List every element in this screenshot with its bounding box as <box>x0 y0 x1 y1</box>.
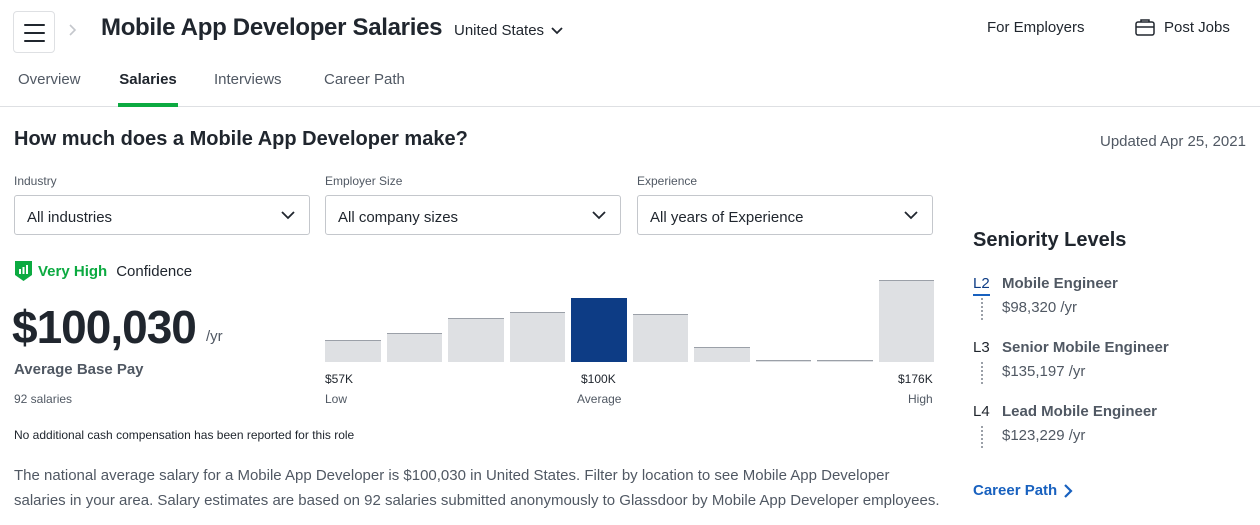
level-pay: $123,229 /yr <box>1002 427 1086 444</box>
histogram-bar-average <box>571 298 627 362</box>
location-selector[interactable]: United States <box>454 22 564 39</box>
select-value: All company sizes <box>338 209 459 226</box>
level-connector <box>981 426 983 448</box>
histogram-bar <box>509 312 565 362</box>
tick-high-caption: High <box>908 392 933 406</box>
pay-unit: /yr <box>206 328 223 345</box>
tab-career-path[interactable]: Career Path <box>324 71 405 88</box>
select-value: All years of Experience <box>650 209 804 226</box>
level-name: Mobile Engineer <box>1002 275 1118 292</box>
page-header: Mobile App Developer Salaries United Sta… <box>0 0 1260 107</box>
tab-interviews[interactable]: Interviews <box>214 71 282 88</box>
experience-filter: Experience All years of Experience <box>637 174 933 235</box>
histogram-bar <box>694 347 750 362</box>
career-path-label: Career Path <box>973 482 1058 499</box>
histogram-bar <box>386 333 442 362</box>
briefcase-icon <box>1135 19 1155 36</box>
tick-low-value: $57K <box>325 372 354 386</box>
level-pay: $135,197 /yr <box>1002 363 1086 380</box>
confidence-word: Confidence <box>116 262 193 280</box>
level-code[interactable]: L4 <box>973 403 990 420</box>
chevron-down-icon <box>551 26 563 34</box>
career-path-link[interactable]: Career Path <box>973 482 1073 499</box>
average-pay-label: Average Base Pay <box>14 361 144 378</box>
confidence-level: Very High <box>38 262 108 280</box>
page-title: Mobile App Developer Salaries <box>101 14 443 41</box>
chevron-right-icon <box>1064 483 1073 498</box>
employer-size-filter: Employer Size All company sizes <box>325 174 621 235</box>
tab-salaries[interactable]: Salaries <box>118 68 178 107</box>
shield-chart-icon <box>15 261 32 281</box>
level-code[interactable]: L2 <box>973 275 990 296</box>
chevron-down-icon <box>281 211 295 220</box>
salary-count: 92 salaries <box>14 392 73 406</box>
confidence-indicator: Very High Confidence <box>14 260 192 282</box>
average-pay-amount: $100,030 <box>12 301 197 353</box>
section-heading: How much does a Mobile App Developer mak… <box>14 128 468 150</box>
no-cash-note: No additional cash compensation has been… <box>14 428 355 442</box>
tab-salaries-label: Salaries <box>119 71 177 88</box>
level-connector <box>981 298 983 320</box>
post-jobs-link[interactable]: Post Jobs <box>1134 17 1230 37</box>
tick-average-caption: Average <box>577 392 622 406</box>
level-name: Senior Mobile Engineer <box>1002 339 1169 356</box>
hamburger-icon <box>24 24 45 26</box>
experience-select[interactable]: All years of Experience <box>637 195 933 235</box>
chevron-down-icon <box>592 211 606 220</box>
chevron-down-icon <box>904 211 918 220</box>
level-connector <box>981 362 983 384</box>
tab-overview[interactable]: Overview <box>18 71 81 88</box>
filter-label: Experience <box>637 174 698 188</box>
histogram-bar <box>632 314 688 362</box>
seniority-title: Seniority Levels <box>973 229 1127 251</box>
tick-average-value: $100K <box>581 372 616 386</box>
location-label: United States <box>454 22 545 39</box>
chevron-right-icon <box>69 24 77 36</box>
select-value: All industries <box>27 209 113 226</box>
filter-label: Employer Size <box>325 174 403 188</box>
level-pay: $98,320 /yr <box>1002 299 1078 316</box>
salary-description: The national average salary for a Mobile… <box>14 467 940 509</box>
updated-date: Updated Apr 25, 2021 <box>1100 133 1246 150</box>
histogram-bar <box>755 360 811 362</box>
tick-low-caption: Low <box>325 392 348 406</box>
salary-histogram <box>325 270 934 362</box>
employer-size-select[interactable]: All company sizes <box>325 195 621 235</box>
post-jobs-label: Post Jobs <box>1164 18 1230 36</box>
level-name: Lead Mobile Engineer <box>1002 403 1158 420</box>
histogram-bar <box>878 280 934 362</box>
for-employers-link[interactable]: For Employers <box>987 19 1085 36</box>
industry-select[interactable]: All industries <box>14 195 310 235</box>
menu-button[interactable] <box>13 11 55 53</box>
tick-high-value: $176K <box>898 372 933 386</box>
histogram-bar <box>325 340 381 362</box>
histogram-bar <box>817 360 873 362</box>
level-code[interactable]: L3 <box>973 339 990 356</box>
histogram-bar <box>448 318 504 362</box>
industry-filter: Industry All industries <box>14 174 310 235</box>
filter-label: Industry <box>14 174 57 188</box>
